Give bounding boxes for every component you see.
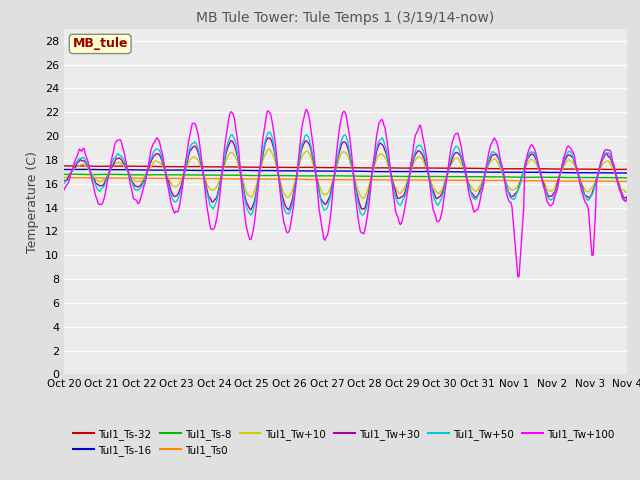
Text: MB_tule: MB_tule [72,37,128,50]
Title: MB Tule Tower: Tule Temps 1 (3/19/14-now): MB Tule Tower: Tule Temps 1 (3/19/14-now… [196,11,495,25]
Legend: Tul1_Ts-32, Tul1_Ts-16, Tul1_Ts-8, Tul1_Ts0, Tul1_Tw+10, Tul1_Tw+30, Tul1_Tw+50,: Tul1_Ts-32, Tul1_Ts-16, Tul1_Ts-8, Tul1_… [69,424,619,460]
Y-axis label: Temperature (C): Temperature (C) [26,151,39,252]
